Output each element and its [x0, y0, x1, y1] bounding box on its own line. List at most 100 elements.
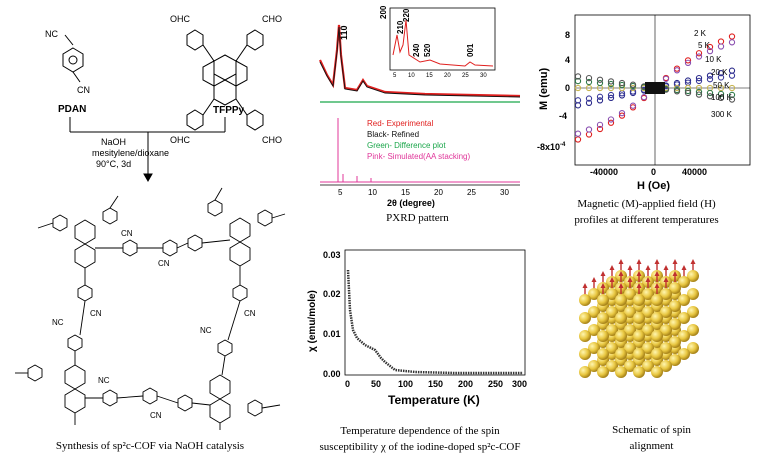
susceptibility-caption-2: susceptibility χ of the iodine-doped sp²…	[319, 441, 521, 453]
spin-caption-1: Schematic of spin	[612, 424, 691, 436]
xtick-200: 200	[458, 379, 473, 389]
mh-point	[574, 73, 582, 80]
cof-cn-7: NC	[98, 376, 110, 385]
lattice-ball	[660, 324, 672, 336]
lattice-ball	[615, 330, 627, 342]
lattice-ball	[687, 306, 699, 318]
mh-point	[673, 88, 681, 95]
condition-base: NaOH	[101, 137, 126, 147]
lattice-ball	[669, 282, 681, 294]
lattice-ball	[624, 360, 636, 372]
mh-point	[618, 79, 626, 87]
lattice-ball	[651, 366, 663, 378]
lattice-ball	[678, 294, 690, 306]
peak-200: 200	[379, 5, 388, 19]
xtick-neg40000: -40000	[590, 167, 618, 177]
mh-point	[607, 80, 615, 88]
lattice-ball	[633, 294, 645, 306]
mh-point	[596, 93, 604, 100]
mh-point	[706, 43, 714, 51]
reaction-arrow	[69, 117, 226, 183]
lattice-ball	[687, 324, 699, 336]
lattice-ball	[651, 294, 663, 306]
mh-point	[640, 94, 648, 101]
cof-cn-8: CN	[150, 411, 162, 420]
mh-point	[695, 88, 703, 96]
lattice-ball	[606, 306, 618, 318]
mh-point	[673, 84, 681, 92]
mh-point	[728, 96, 736, 103]
spin-arrow-head	[618, 271, 624, 276]
tfppy-cho-tr: CHO	[262, 14, 282, 24]
ytick-002: 0.02	[323, 289, 341, 299]
condition-solvent: mesitylene/dioxane	[92, 148, 169, 158]
mh-point	[684, 77, 692, 84]
tfppy-structure	[186, 29, 264, 131]
pxrd-xlabel: 2θ (degree)	[387, 198, 435, 208]
xtick-50: 50	[371, 379, 381, 389]
temp-300k: 300 K	[711, 110, 733, 119]
mh-point	[717, 94, 725, 102]
magnetic-caption-2: profiles at different temperatures	[574, 214, 719, 226]
legend-refined: Black- Refined	[367, 130, 419, 139]
mh-point	[618, 81, 626, 89]
mh-point	[728, 67, 736, 74]
spin-arrow-head	[654, 283, 660, 288]
mh-series	[574, 33, 736, 143]
mh-point	[706, 93, 714, 100]
mh-point	[695, 84, 703, 92]
mh-point	[728, 91, 736, 99]
spin-arrow-head	[636, 271, 642, 276]
xtick-25: 25	[467, 188, 476, 197]
cof-cn-2: CN	[158, 259, 170, 268]
lattice-ball	[597, 330, 609, 342]
mh-point	[728, 72, 736, 79]
peak-210: 210	[396, 20, 405, 34]
lattice-ball	[669, 354, 681, 366]
mh-point	[673, 67, 681, 74]
xtick-300: 300	[512, 379, 527, 389]
lattice-ball	[615, 366, 627, 378]
legend-simulated: Pink- Simulated(AA stacking)	[367, 152, 470, 161]
spin-arrow-head	[663, 277, 669, 282]
mh-point	[607, 91, 615, 99]
pxrd-simulated	[320, 118, 520, 183]
lattice-ball	[642, 360, 654, 372]
chi-ylabel: χ (emu/mole)	[307, 290, 318, 352]
cof-cn-5: CN	[244, 309, 256, 318]
mh-point	[706, 72, 714, 79]
mh-point	[596, 97, 604, 104]
lattice-ball	[588, 288, 600, 300]
lattice-ball	[588, 324, 600, 336]
pdan-cn-label: NC	[45, 29, 58, 39]
xtick-250: 250	[488, 379, 503, 389]
mh-point	[728, 84, 736, 92]
spin-arrow-head	[636, 259, 642, 264]
pxrd-caption: PXRD pattern	[386, 212, 449, 224]
xtick-0: 0	[651, 167, 656, 177]
lattice-ball	[579, 294, 591, 306]
magnetic-caption-1: Magnetic (M)-applied field (H)	[577, 198, 716, 210]
mh-point	[695, 50, 703, 57]
spin-arrow-head	[645, 277, 651, 282]
peak-220: 220	[402, 8, 411, 22]
temp-10k: 10 K	[705, 55, 722, 64]
inset-tick-30: 30	[480, 73, 487, 79]
spin-arrow-head	[582, 283, 588, 288]
mh-point	[717, 70, 725, 77]
lattice-ball	[660, 306, 672, 318]
xtick-150: 150	[428, 379, 443, 389]
mh-point	[574, 136, 582, 143]
mh-point	[684, 57, 692, 64]
mh-point	[695, 53, 703, 60]
mh-point	[695, 74, 703, 82]
mh-point	[618, 112, 626, 119]
pdan-label: PDAN	[58, 104, 86, 115]
lattice-ball	[669, 336, 681, 348]
ytick-neg4: -4	[559, 111, 567, 121]
mh-point	[706, 76, 714, 83]
spin-arrow-head	[600, 283, 606, 288]
tfppy-cho-tl: OHC	[170, 14, 191, 24]
mh-point	[717, 90, 725, 98]
mh-point	[585, 78, 593, 86]
